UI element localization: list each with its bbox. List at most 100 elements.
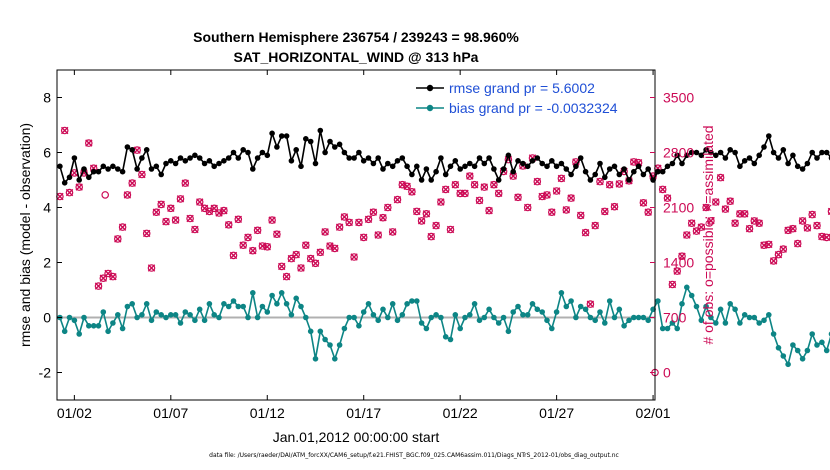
bias-point [148, 317, 155, 324]
rmse-point [790, 152, 796, 159]
rmse-point [491, 166, 497, 172]
obs-possible-point [692, 227, 701, 235]
rmse-point [115, 166, 121, 172]
obs-possible-point [552, 187, 561, 195]
rmse-point [606, 166, 613, 172]
rmse-point [737, 163, 743, 170]
rmse-point [664, 163, 671, 170]
bias-point [115, 312, 121, 318]
bias-point [587, 314, 594, 321]
obs-assimilated-point [769, 257, 778, 265]
bias-point [134, 314, 140, 321]
obs-assimilated-point [567, 194, 575, 202]
obs-assimilated-point [750, 217, 759, 225]
bias-point [597, 309, 603, 315]
bias-point [303, 314, 309, 321]
bias-point [143, 301, 150, 307]
obs-assimilated-point [765, 240, 773, 249]
rmse-point [100, 163, 107, 170]
bias-point [645, 317, 651, 324]
obs-possible-point [740, 210, 749, 218]
obs-assimilated-point [311, 259, 320, 267]
obs-possible-point [547, 208, 556, 217]
obs-possible-point [393, 195, 402, 204]
y-tick-label: -2 [39, 365, 52, 381]
bias-point [360, 309, 367, 315]
rmse-point [172, 160, 179, 167]
bias-point [230, 298, 237, 304]
obs-possible-point [605, 180, 614, 189]
bias-point [129, 301, 135, 307]
rmse-point [423, 166, 430, 172]
obs-assimilated-point [282, 272, 291, 281]
bias-point [529, 301, 536, 307]
obs-assimilated-point [109, 272, 117, 281]
rmse-point [467, 160, 473, 167]
bias-point [688, 292, 695, 299]
x-tick-label: 02/01 [636, 405, 671, 421]
obs-assimilated-point [331, 244, 339, 253]
obs-assimilated-point [523, 203, 532, 212]
bias-point [153, 309, 160, 315]
bias-point [534, 306, 541, 313]
obs-possible-point [427, 232, 436, 241]
obs-possible-point [514, 193, 522, 202]
rmse-point [283, 133, 290, 139]
y-axis-label-left: rmse and bias (model - observation) [17, 123, 33, 347]
rmse-point [201, 160, 208, 167]
rmse-point [442, 171, 449, 178]
rmse-point [635, 163, 642, 170]
rmse-point [505, 152, 512, 159]
rmse-point [76, 177, 82, 183]
obs-assimilated-point [302, 241, 310, 249]
obs-possible-point [461, 189, 469, 198]
bias-point [568, 298, 574, 304]
bias-point [283, 301, 290, 307]
obs-assimilated-point [716, 173, 725, 182]
obs-possible-point [306, 254, 315, 263]
obs-assimilated-point [268, 216, 276, 224]
obs-assimilated-point [755, 219, 763, 227]
obs-possible-point [297, 264, 305, 272]
obs-assimilated-point [171, 216, 180, 224]
bias-point [100, 309, 107, 315]
obs-possible-point [808, 210, 817, 219]
y-tick-label-right: 700 [663, 310, 687, 326]
obs-possible-point [731, 219, 739, 228]
bias-point [592, 317, 598, 324]
y-tick-label: 0 [43, 310, 51, 326]
rmse-point [809, 149, 815, 156]
rmse-point [148, 166, 155, 172]
rmse-point [221, 158, 227, 164]
bias-point [515, 303, 521, 310]
bias-point [394, 317, 401, 324]
rmse-point [770, 149, 777, 156]
x-tick-label: 01/12 [250, 405, 285, 421]
bias-point [766, 312, 772, 318]
obs-possible-point [239, 241, 248, 250]
chart-title: Southern Hemisphere 236754 / 239243 = 98… [193, 29, 519, 45]
bias-point [664, 325, 671, 332]
rmse-point [799, 166, 806, 172]
bias-point [616, 306, 623, 313]
rmse-point [756, 152, 762, 159]
rmse-point [751, 160, 758, 167]
obs-assimilated-point [205, 207, 214, 216]
rmse-point [139, 155, 145, 161]
bias-point [804, 347, 811, 354]
obs-assimilated-point [581, 228, 590, 237]
bias-point [823, 347, 830, 354]
obs-possible-point [128, 179, 137, 187]
rmse-point [582, 168, 589, 175]
obs-possible-point [157, 200, 166, 209]
obs-assimilated-point [446, 225, 455, 234]
obs-assimilated-point [162, 217, 170, 226]
obs-possible-point [374, 231, 383, 239]
obs-possible-point [687, 219, 696, 228]
rmse-point [192, 152, 198, 159]
bias-point [679, 301, 685, 307]
bias-point [61, 328, 68, 335]
bias-point [462, 314, 468, 321]
obs-assimilated-point [610, 203, 619, 211]
rmse-point [563, 166, 570, 172]
